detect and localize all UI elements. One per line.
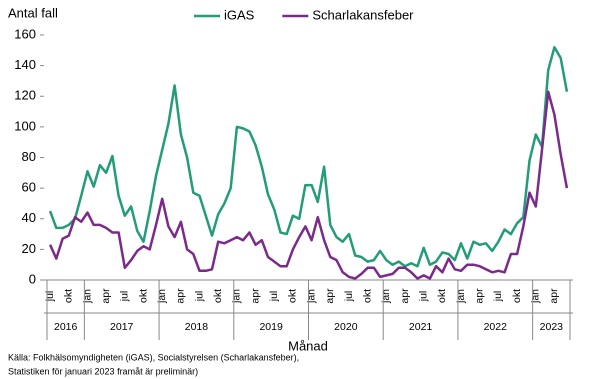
year-label: 2020 (334, 321, 358, 333)
x-tick-label: jan (231, 289, 243, 304)
x-tick-label: jul (417, 291, 429, 303)
series-line (48, 46, 569, 268)
legend-label: iGAS (224, 7, 255, 22)
y-tick-label: 80 (22, 149, 36, 164)
legend-label: Scharlakansfeber (312, 7, 414, 22)
year-label: 2018 (185, 321, 209, 333)
x-tick-label: jul (119, 291, 131, 303)
x-axis-label: Månad (288, 338, 328, 353)
x-tick-label: okt (361, 289, 373, 303)
x-tick-label: apr (324, 288, 336, 304)
x-tick-label: jul (193, 291, 205, 303)
year-label: 2019 (259, 321, 283, 333)
year-label: 2022 (484, 321, 508, 333)
y-tick-label: 100 (14, 118, 36, 133)
y-tick-label: 160 (14, 26, 36, 41)
x-tick-label: apr (548, 288, 560, 304)
year-label: 2016 (54, 321, 78, 333)
year-label: 2023 (540, 321, 564, 333)
year-label: 2021 (409, 321, 433, 333)
y-tick-label: 40 (22, 210, 36, 225)
x-tick-label: okt (511, 289, 523, 303)
source-line: Källa: Folkhälsomyndigheten (iGAS), Soci… (8, 352, 299, 362)
x-tick-label: okt (63, 289, 75, 303)
y-tick-label: 60 (22, 180, 36, 195)
x-tick-label: apr (175, 288, 187, 304)
x-tick-label: okt (287, 289, 299, 303)
x-tick-label: jan (156, 289, 168, 304)
y-tick-label: 120 (14, 88, 36, 103)
x-tick-label: jan (305, 289, 317, 304)
x-tick-label: apr (249, 288, 261, 304)
x-tick-label: okt (212, 289, 224, 303)
series-line (48, 90, 569, 280)
x-tick-label: okt (137, 289, 149, 303)
x-tick-label: jul (44, 291, 56, 303)
x-tick-label: jan (530, 289, 542, 304)
y-tick-label: 20 (22, 241, 36, 256)
source-line: Statistiken för januari 2023 framåt är p… (8, 366, 198, 376)
y-axis-label: Antal fall (8, 5, 58, 20)
x-tick-label: jan (380, 289, 392, 304)
x-tick-label: apr (100, 288, 112, 304)
y-tick-label: 140 (14, 57, 36, 72)
y-tick-label: 0 (29, 271, 36, 286)
x-tick-label: apr (399, 288, 411, 304)
x-tick-label: jul (268, 291, 280, 303)
x-tick-label: okt (436, 289, 448, 303)
x-tick-label: apr (474, 288, 486, 304)
year-label: 2017 (110, 321, 134, 333)
x-tick-label: jan (455, 289, 467, 304)
x-tick-label: jul (343, 291, 355, 303)
x-tick-label: jan (81, 289, 93, 304)
x-tick-label: jul (492, 291, 504, 303)
